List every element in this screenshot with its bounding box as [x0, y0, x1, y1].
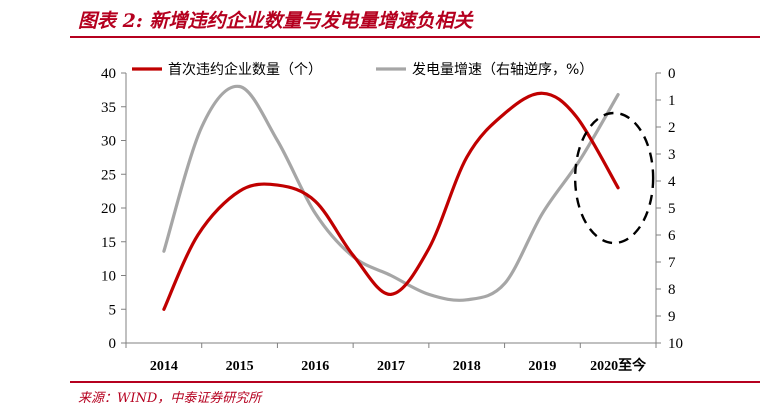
left-tick-label: 5 [109, 302, 117, 318]
x-tick-label: 2015 [226, 359, 254, 374]
chart-axes: 0 5 10 15 20 25 30 35 40 0 1 2 3 4 5 6 7 8 9 10 2014 2015 2016… [101, 66, 683, 374]
right-tick-label: 7 [668, 255, 676, 271]
left-tick-label: 25 [101, 167, 116, 183]
left-tick-label: 10 [101, 269, 116, 285]
title-underline [70, 36, 760, 38]
left-tick-label: 30 [101, 134, 116, 150]
x-tick-label: 2018 [453, 359, 481, 374]
right-tick-label: 6 [668, 228, 676, 244]
right-tick-label: 2 [668, 120, 676, 136]
highlight-dashed-ellipse [573, 111, 655, 245]
title-bar: 图表 2: 新增违约企业数量与发电量增速负相关 [0, 0, 766, 38]
right-tick-label: 0 [668, 66, 676, 82]
legend-item-default-count-label: 首次违约企业数量（个） [168, 61, 322, 78]
legend-item-power-growth-label: 发电量增速（右轴逆序，%） [412, 62, 593, 78]
right-tick-label: 4 [668, 174, 676, 190]
x-tick-label: 2014 [150, 359, 178, 374]
left-tick-label: 20 [101, 201, 116, 217]
right-tick-label: 9 [668, 309, 676, 325]
series-line-default-count [162, 91, 620, 311]
left-tick-label: 35 [101, 100, 116, 116]
left-tick-label: 15 [101, 235, 116, 251]
chart-legend: 首次违约企业数量（个） 发电量增速（右轴逆序，%） [132, 61, 593, 78]
x-tick-label: 2019 [528, 359, 556, 374]
chart-title: 图表 2: 新增违约企业数量与发电量增速负相关 [78, 10, 473, 32]
x-tick-label: 2020至今 [590, 357, 646, 374]
chart-marks [162, 84, 655, 311]
right-tick-label: 1 [668, 93, 676, 109]
series-line-power-growth [162, 84, 620, 302]
x-tick-label: 2016 [301, 359, 329, 374]
x-tick-label: 2017 [377, 359, 405, 374]
left-tick-label: 0 [109, 336, 117, 352]
right-tick-label: 5 [668, 201, 676, 217]
right-tick-label: 10 [668, 336, 683, 352]
source-divider [70, 381, 760, 383]
right-tick-label: 3 [668, 147, 676, 163]
right-tick-label: 8 [668, 282, 676, 298]
source-note: 来源：WIND，中泰证券研究所 [78, 391, 262, 406]
left-tick-label: 40 [101, 66, 116, 82]
